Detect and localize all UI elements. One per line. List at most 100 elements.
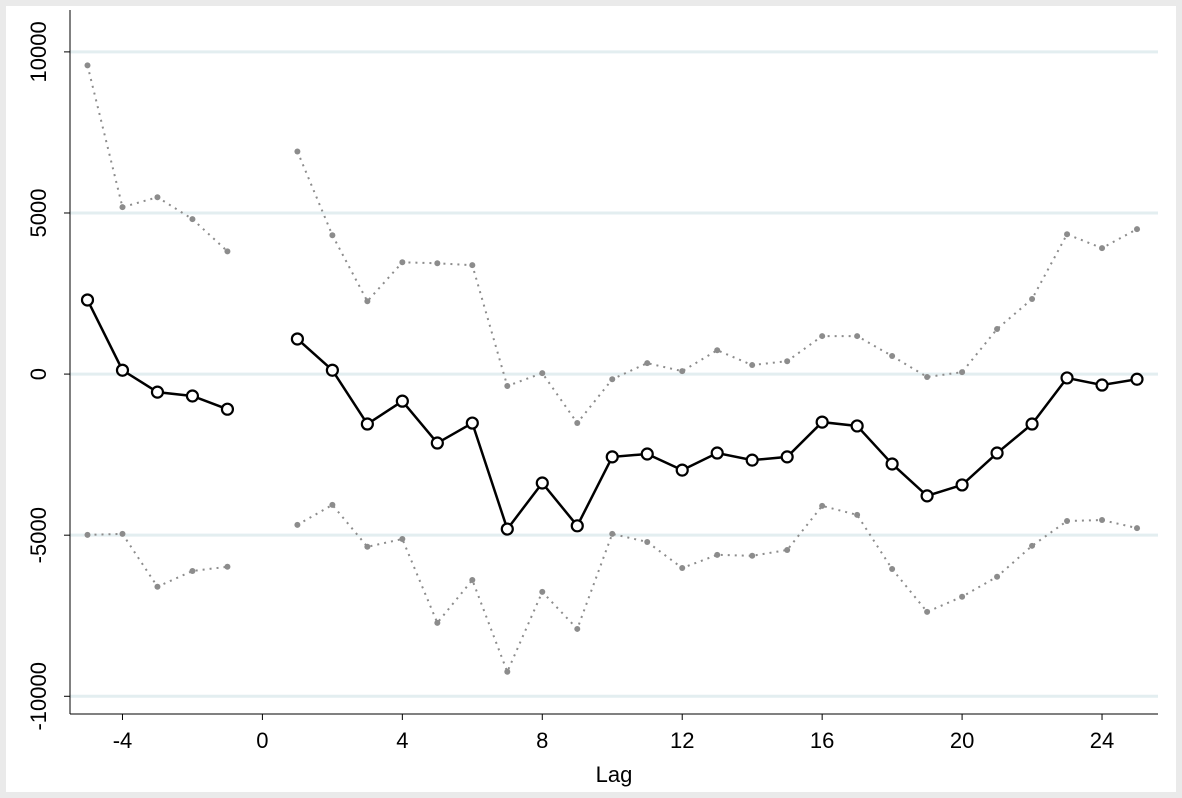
point <box>1134 226 1141 233</box>
y-tick-label: 0 <box>26 368 51 380</box>
point <box>500 522 514 536</box>
point <box>815 415 829 429</box>
point <box>784 547 791 554</box>
point <box>150 385 165 399</box>
point <box>539 588 546 595</box>
point <box>955 478 969 492</box>
point <box>504 383 511 390</box>
point <box>924 373 931 380</box>
point <box>710 446 724 460</box>
point <box>1130 372 1144 386</box>
point <box>574 420 581 427</box>
point <box>1099 245 1106 252</box>
x-tick-label: 0 <box>256 728 268 753</box>
x-tick-label: 16 <box>810 728 834 753</box>
point <box>609 530 616 537</box>
point <box>430 436 444 450</box>
point <box>290 332 304 346</box>
x-tick-label: 20 <box>950 728 974 753</box>
point <box>605 450 619 464</box>
point <box>189 567 196 574</box>
point <box>294 148 301 155</box>
point <box>399 259 406 266</box>
point <box>854 333 861 340</box>
y-tick-label: 5000 <box>26 189 51 238</box>
point <box>889 353 896 360</box>
x-tick-label: 24 <box>1090 728 1114 753</box>
point <box>364 298 371 305</box>
point <box>469 262 476 269</box>
point <box>360 417 374 431</box>
point <box>465 416 479 430</box>
point <box>1060 371 1074 385</box>
point <box>434 260 441 267</box>
point <box>784 358 791 365</box>
point <box>189 216 196 223</box>
x-tick-label: 8 <box>536 728 548 753</box>
point <box>325 363 339 377</box>
x-tick-label: 4 <box>396 728 408 753</box>
point <box>115 363 130 377</box>
point <box>885 457 899 471</box>
point <box>640 447 654 461</box>
point <box>1029 296 1036 303</box>
point <box>850 419 864 433</box>
point <box>924 608 931 615</box>
point <box>434 619 441 626</box>
point <box>749 362 756 369</box>
point <box>679 565 686 572</box>
point <box>329 501 336 508</box>
x-tick-label: 12 <box>670 728 694 753</box>
point <box>1134 525 1141 532</box>
point <box>1064 518 1071 525</box>
point <box>119 530 126 537</box>
point <box>1064 231 1071 238</box>
point <box>84 531 91 538</box>
point <box>535 476 549 490</box>
y-tick-label: 10000 <box>26 21 51 82</box>
point <box>609 376 616 383</box>
point <box>570 519 584 533</box>
point <box>1029 542 1036 549</box>
point <box>364 543 371 550</box>
point <box>224 248 231 255</box>
point <box>780 450 794 464</box>
point <box>395 394 409 408</box>
point <box>119 204 126 211</box>
x-tick-label: -4 <box>113 728 133 753</box>
point <box>819 502 826 509</box>
point <box>329 232 336 239</box>
point <box>994 573 1001 580</box>
point <box>854 511 861 518</box>
point <box>84 62 91 69</box>
y-tick-label: -10000 <box>26 662 51 731</box>
point <box>185 389 200 403</box>
point <box>959 593 966 600</box>
point <box>990 446 1004 460</box>
point <box>294 521 301 528</box>
y-tick-label: -5000 <box>26 507 51 563</box>
point <box>959 369 966 376</box>
point <box>154 194 161 201</box>
x-axis-title: Lag <box>596 762 633 787</box>
point <box>745 453 759 467</box>
point <box>819 333 826 340</box>
point <box>1095 378 1109 392</box>
point <box>1025 417 1039 431</box>
point <box>504 668 511 675</box>
point <box>920 489 934 503</box>
point <box>714 347 721 354</box>
plot-area <box>70 10 1158 714</box>
point <box>714 551 721 558</box>
point <box>224 563 231 570</box>
point <box>644 360 651 367</box>
point <box>539 370 546 377</box>
point <box>644 538 651 545</box>
point <box>889 566 896 573</box>
point <box>80 293 95 307</box>
point <box>399 536 406 543</box>
point <box>469 576 476 583</box>
point <box>154 583 161 590</box>
point <box>675 463 689 477</box>
